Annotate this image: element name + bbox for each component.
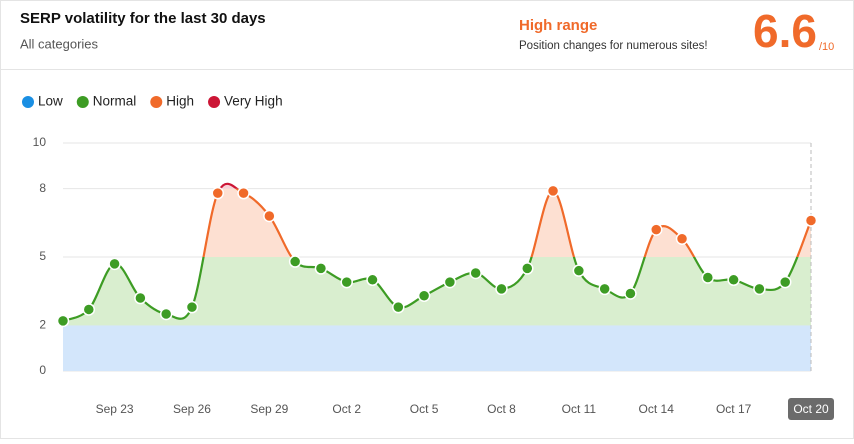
legend-swatch <box>208 96 221 108</box>
subtitle: All categories <box>20 36 99 51</box>
point <box>495 282 508 296</box>
y-tick-label: 0 <box>39 363 46 377</box>
x-tick-label: Oct 11 <box>562 402 597 416</box>
point <box>546 184 560 198</box>
x-tick-label: Oct 20 <box>793 402 829 416</box>
point <box>392 300 405 314</box>
y-tick-label: 10 <box>33 135 47 149</box>
x-tick-label: Oct 14 <box>639 402 675 416</box>
point <box>82 303 96 316</box>
legend-label: Low <box>38 94 63 109</box>
point <box>56 314 70 328</box>
x-tick-label: Sep 23 <box>96 402 134 416</box>
point <box>340 275 353 289</box>
point <box>108 257 121 271</box>
range-label: High range <box>519 17 597 34</box>
point <box>237 186 250 200</box>
score: 6.6 <box>753 5 817 57</box>
legend-label: Normal <box>93 94 137 109</box>
plot: 0 2 5 8 10 Sep 23 Sep 26 Sep 29 Oct 2 Oct 5 Oct 8 O… <box>33 135 834 420</box>
point <box>211 186 225 200</box>
point <box>469 266 482 280</box>
legend-swatch <box>150 96 163 108</box>
current-day-badge <box>788 398 834 420</box>
point <box>701 271 715 284</box>
point <box>598 282 611 296</box>
x-tick-label: Oct 8 <box>487 402 516 416</box>
y-tick-label: 5 <box>39 249 46 263</box>
point <box>649 223 663 236</box>
band-area <box>203 188 811 258</box>
point <box>263 209 276 223</box>
point <box>134 291 147 305</box>
legend-swatch <box>76 96 89 108</box>
point <box>727 273 740 287</box>
point <box>521 262 534 275</box>
legend-swatch <box>22 96 34 108</box>
point <box>572 264 586 277</box>
title: SERP volatility for the last 30 days <box>20 10 266 27</box>
legend-label: High <box>166 94 194 109</box>
legend-label: Very High <box>224 94 283 109</box>
x-tick-label: Oct 5 <box>410 402 439 416</box>
point <box>443 275 457 289</box>
point <box>778 275 792 289</box>
score-max: /10 <box>819 41 834 53</box>
point <box>417 289 431 303</box>
point <box>804 214 818 227</box>
point <box>366 273 379 287</box>
y-tick-label: 8 <box>39 181 46 195</box>
range-note: Position changes for numerous sites! <box>519 40 708 52</box>
y-tick-label: 2 <box>39 318 46 332</box>
point <box>159 307 173 321</box>
band-area <box>63 257 811 326</box>
legend: Low Normal High Very High <box>22 94 283 109</box>
point <box>675 232 689 246</box>
point <box>314 262 328 275</box>
x-tick-label: Sep 29 <box>250 402 288 416</box>
point <box>288 255 302 268</box>
x-tick-label: Oct 17 <box>716 402 752 416</box>
point <box>753 282 766 296</box>
x-tick-label: Sep 26 <box>173 402 211 416</box>
point <box>624 287 637 300</box>
point <box>185 300 199 314</box>
low-band <box>63 325 811 371</box>
x-tick-label: Oct 2 <box>332 402 361 416</box>
